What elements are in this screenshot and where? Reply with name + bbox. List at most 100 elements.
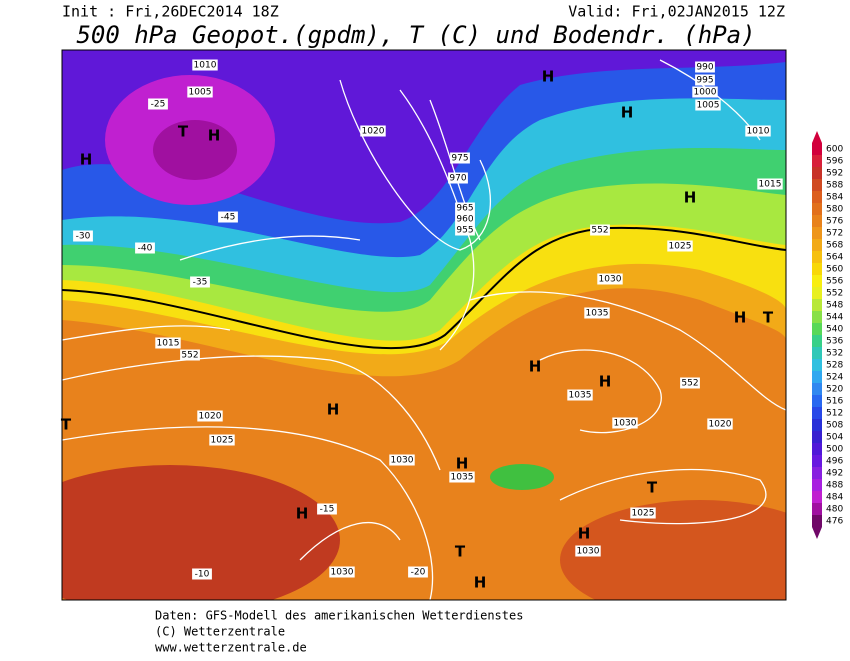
contour-label: -10 bbox=[195, 570, 210, 580]
label-box bbox=[455, 202, 475, 214]
colorbar-cell bbox=[812, 419, 822, 431]
colorbar-label: 580 bbox=[826, 205, 843, 215]
contour-label: 1020 bbox=[199, 412, 222, 422]
contour-label: 1030 bbox=[331, 568, 354, 578]
label-box bbox=[218, 211, 238, 223]
colorbar-cell bbox=[812, 503, 822, 515]
label-box bbox=[148, 98, 168, 110]
pressure-center: T bbox=[178, 123, 189, 141]
footer-line: (C) Wetterzentrale bbox=[155, 625, 285, 639]
colorbar-cell bbox=[812, 287, 822, 299]
map-frame bbox=[61, 49, 787, 601]
colorbar-label: 564 bbox=[826, 253, 843, 263]
label-box bbox=[155, 337, 181, 349]
colorbar-label: 584 bbox=[826, 193, 843, 203]
colorbar-cell bbox=[812, 311, 822, 323]
colorbar-label: 544 bbox=[826, 313, 843, 323]
pressure-center: H bbox=[542, 68, 555, 86]
label-box bbox=[575, 545, 601, 557]
contour-label: -35 bbox=[193, 278, 208, 288]
label-box bbox=[567, 389, 593, 401]
label-box bbox=[680, 377, 700, 389]
contour-label: 552 bbox=[591, 226, 608, 236]
label-box bbox=[695, 74, 715, 86]
contour-label: -20 bbox=[411, 568, 426, 578]
contour-label: -15 bbox=[320, 505, 335, 515]
colorbar-cell bbox=[812, 323, 822, 335]
colorbar-cell bbox=[812, 491, 822, 503]
colorbar-cell bbox=[812, 515, 822, 527]
contour-label: 1025 bbox=[632, 509, 655, 519]
contour-label: 1005 bbox=[697, 101, 720, 111]
colorbar-cell bbox=[812, 239, 822, 251]
label-box bbox=[757, 178, 783, 190]
contour-label: 975 bbox=[451, 154, 468, 164]
footer-line: www.wetterzentrale.de bbox=[155, 641, 307, 655]
colorbar-cell bbox=[812, 407, 822, 419]
pressure-center: H bbox=[684, 189, 697, 207]
colorbar-cell bbox=[812, 227, 822, 239]
label-box bbox=[360, 125, 386, 137]
label-box bbox=[692, 86, 718, 98]
colorbar-cell bbox=[812, 251, 822, 263]
colorbar-label: 572 bbox=[826, 229, 843, 239]
contour-label: 552 bbox=[181, 351, 198, 361]
contour-label: 1030 bbox=[391, 456, 414, 466]
colorbar-cell bbox=[812, 455, 822, 467]
label-box bbox=[612, 417, 638, 429]
pressure-center: T bbox=[763, 309, 774, 327]
contour-label: 960 bbox=[456, 215, 473, 225]
colorbar-cell bbox=[812, 215, 822, 227]
colorbar-label: 592 bbox=[826, 169, 843, 179]
colorbar-cell bbox=[812, 191, 822, 203]
contour-label: -40 bbox=[138, 244, 153, 254]
colorbar-label: 520 bbox=[826, 385, 843, 395]
contour-label: 1010 bbox=[194, 61, 217, 71]
contour-label: 1000 bbox=[694, 88, 717, 98]
label-box bbox=[455, 213, 475, 225]
colorbar-cell bbox=[812, 383, 822, 395]
pressure-center: H bbox=[456, 455, 469, 473]
contour-label: 970 bbox=[449, 174, 466, 184]
colorbar-label: 512 bbox=[826, 409, 843, 419]
pressure-center: H bbox=[734, 309, 747, 327]
label-box bbox=[135, 242, 155, 254]
contour-label: 1015 bbox=[759, 180, 782, 190]
contour-label: 1030 bbox=[614, 419, 637, 429]
colorbar-cap bbox=[812, 527, 822, 539]
contour-label: 552 bbox=[681, 379, 698, 389]
pressure-center: T bbox=[647, 479, 658, 497]
label-box bbox=[187, 86, 213, 98]
colorbar-cell bbox=[812, 347, 822, 359]
pressure-center: H bbox=[208, 127, 221, 145]
label-box bbox=[455, 224, 475, 236]
label-box bbox=[695, 99, 721, 111]
contour-label: 1035 bbox=[569, 391, 592, 401]
label-box bbox=[448, 172, 468, 184]
colorbar-label: 508 bbox=[826, 421, 843, 431]
contour-label: 1020 bbox=[362, 127, 385, 137]
colorbar-label: 540 bbox=[826, 325, 843, 335]
colorbar-cap bbox=[812, 131, 822, 143]
contour-label: 1020 bbox=[709, 420, 732, 430]
colorbar-cell bbox=[812, 359, 822, 371]
colorbar-cell bbox=[812, 431, 822, 443]
contour-label: 1025 bbox=[211, 436, 234, 446]
colorbar-cell bbox=[812, 143, 822, 155]
label-box bbox=[180, 349, 200, 361]
colorbar-label: 552 bbox=[826, 289, 843, 299]
label-box bbox=[707, 418, 733, 430]
colorbar-label: 536 bbox=[826, 337, 843, 347]
label-box bbox=[190, 276, 210, 288]
label-box bbox=[192, 568, 212, 580]
colorbar-cell bbox=[812, 371, 822, 383]
colorbar-label: 516 bbox=[826, 397, 843, 407]
colorbar-label: 548 bbox=[826, 301, 843, 311]
colorbar-cell bbox=[812, 203, 822, 215]
init-time: Init : Fri,26DEC2014 18Z bbox=[62, 3, 279, 21]
label-box bbox=[590, 224, 610, 236]
map-title: 500 hPa Geopot.(gpdm), T (C) und Bodendr… bbox=[76, 21, 755, 49]
colorbar-cell bbox=[812, 443, 822, 455]
colorbar-label: 596 bbox=[826, 157, 843, 167]
